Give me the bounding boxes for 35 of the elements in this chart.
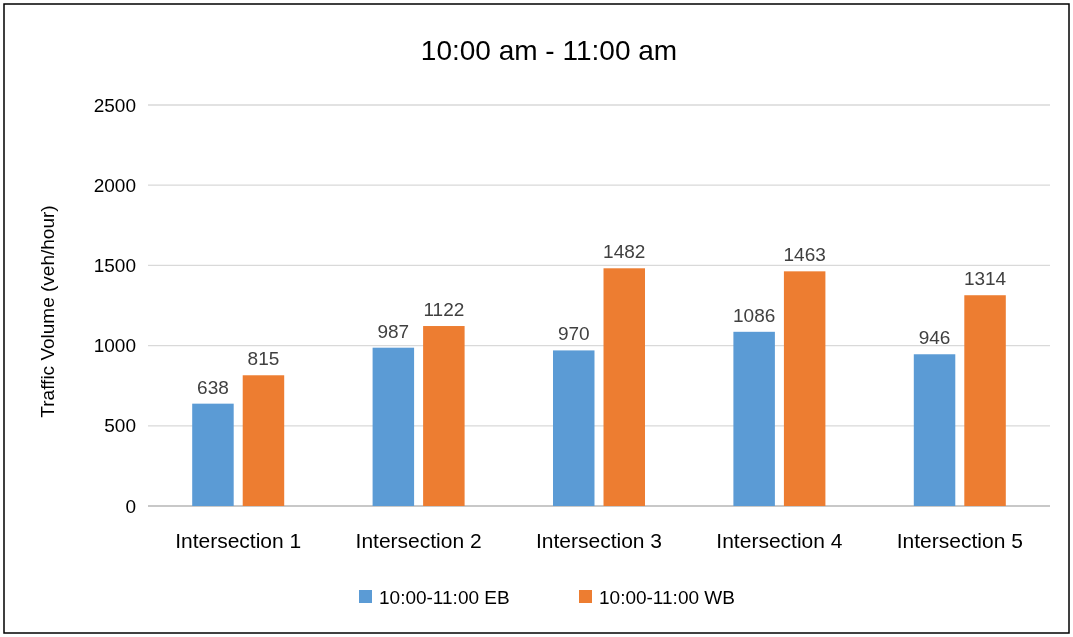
data-label: 815 [247,348,280,370]
bar [733,331,775,506]
x-tick-label: Intersection 1 [175,529,302,552]
bar [372,347,415,506]
bar [192,403,234,506]
data-label: 987 [377,320,410,342]
y-tick-label: 500 [104,415,136,437]
y-tick-label: 2000 [93,174,136,196]
x-tick-label: Intersection 5 [896,529,1023,552]
chart-title: 10:00 am - 11:00 am [420,35,678,66]
data-label: 638 [197,376,229,398]
data-label: 970 [557,323,590,345]
data-label: 1463 [783,244,826,266]
y-axis-title: Traffic Volume (veh/hour) [37,205,58,418]
y-tick-label: 1000 [93,335,136,357]
x-tick-label: Intersection 4 [716,529,843,552]
data-label: 1314 [963,268,1007,290]
x-tick-label: Intersection 2 [355,529,482,552]
bar [603,268,645,506]
legend-label: 10:00-11:00 WB [599,586,735,608]
bar [913,354,956,506]
x-tick-label: Intersection 3 [535,529,663,552]
bar [242,375,285,506]
bar [423,326,465,506]
data-label: 946 [918,327,951,349]
data-label: 1086 [733,304,776,326]
y-tick-label: 0 [125,495,136,517]
data-label: 1482 [603,241,646,263]
bar [783,271,826,506]
bar [964,295,1006,506]
y-tick-label: 1500 [93,255,136,277]
bar [553,350,595,506]
legend-label: 10:00-11:00 EB [379,586,510,608]
data-label: 1122 [423,299,465,321]
y-tick-label: 2500 [93,94,136,116]
